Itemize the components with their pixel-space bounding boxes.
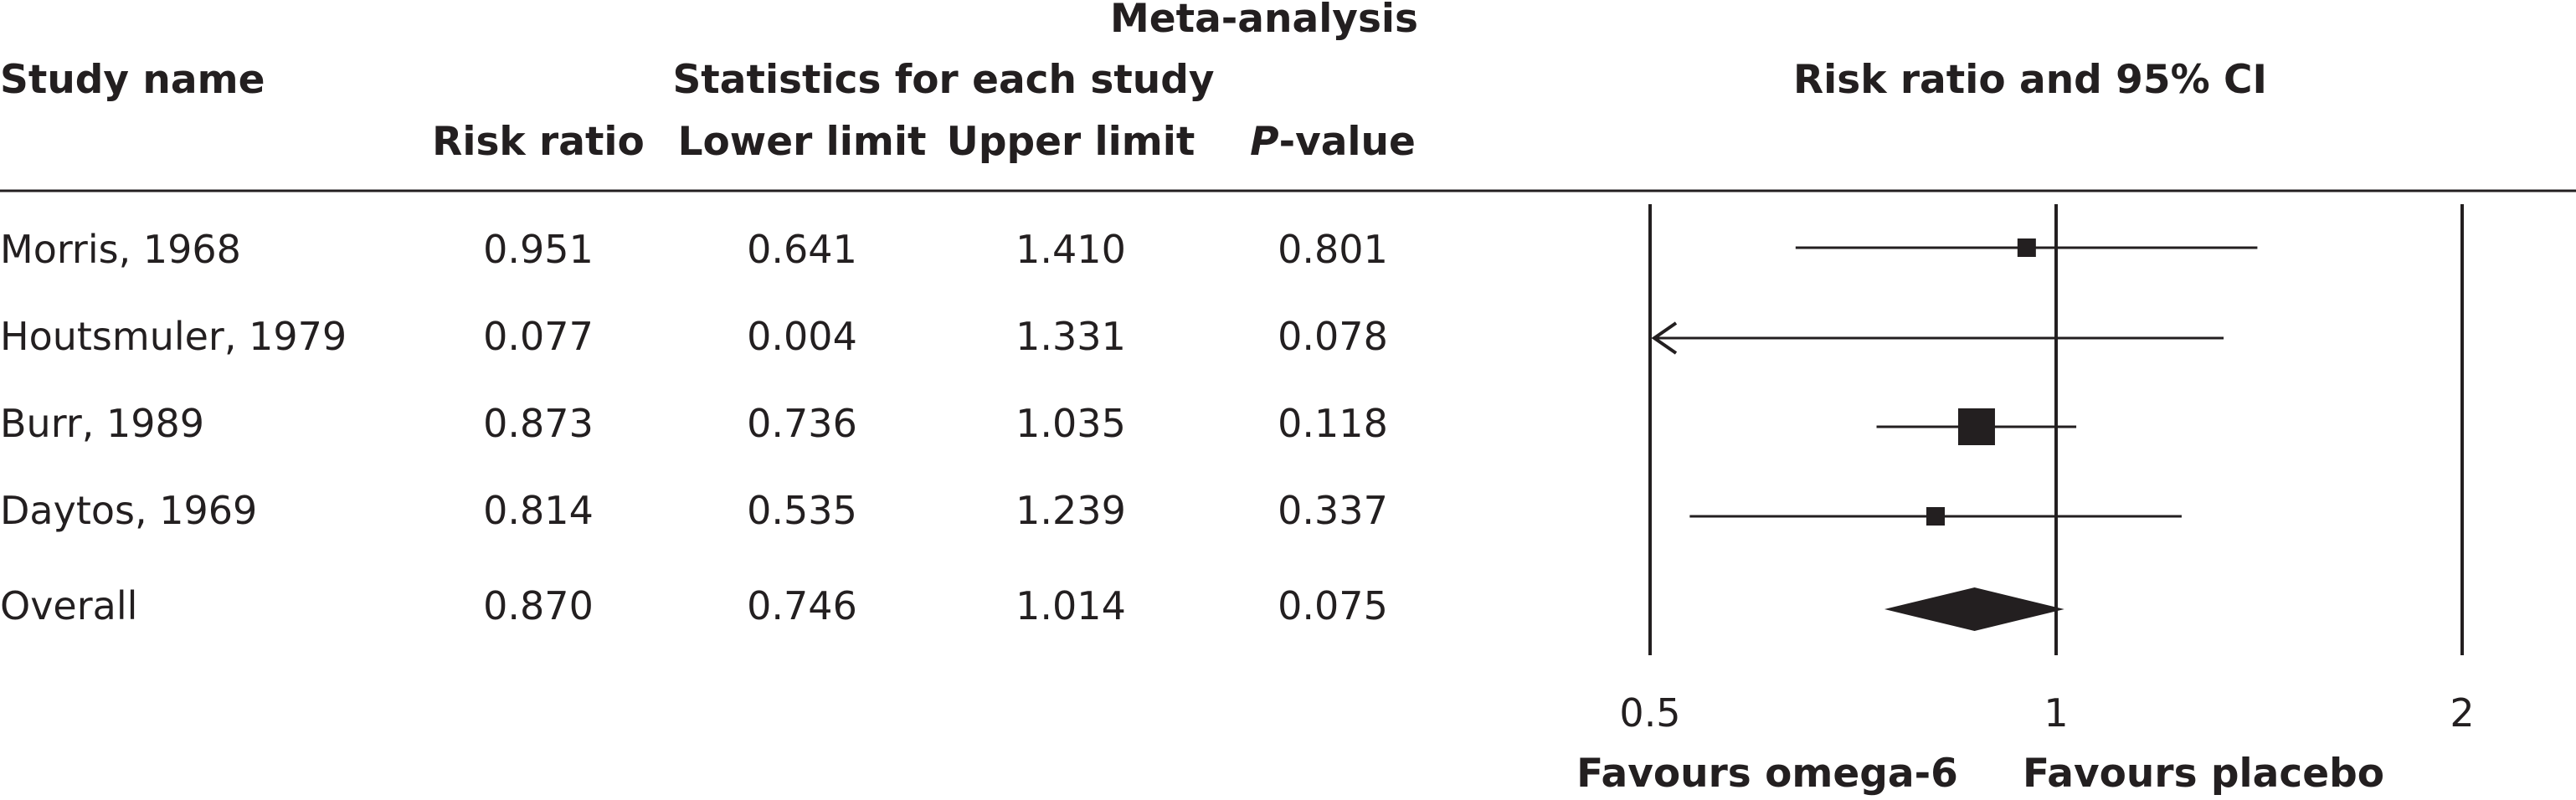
table-row-daytos: Daytos, 1969 0.814 0.535 1.239 0.337 bbox=[0, 488, 1388, 533]
study-name: Overall bbox=[0, 583, 137, 628]
upper-limit-value: 1.331 bbox=[1015, 314, 1126, 359]
risk-ratio-value: 0.814 bbox=[483, 488, 594, 533]
risk-ratio-value: 0.951 bbox=[483, 227, 594, 272]
upper-limit-value: 1.239 bbox=[1015, 488, 1126, 533]
x-tick-label: 2 bbox=[2450, 690, 2474, 736]
p-value: 0.337 bbox=[1278, 488, 1388, 533]
p-value-col-header: P-value bbox=[1250, 119, 1416, 165]
table-row-houtsmuler: Houtsmuler, 1979 0.077 0.004 1.331 0.078 bbox=[0, 314, 1388, 359]
table-row-burr: Burr, 1989 0.873 0.736 1.035 0.118 bbox=[0, 401, 1388, 446]
favours-left-label: Favours omega-6 bbox=[1576, 751, 1958, 797]
lower-limit-col-header: Lower limit bbox=[678, 119, 927, 165]
p-value-italic-p: P bbox=[1250, 119, 1278, 165]
risk-ratio-col-header: Risk ratio bbox=[432, 119, 645, 165]
lower-limit-value: 0.535 bbox=[747, 488, 857, 533]
study-name: Morris, 1968 bbox=[0, 227, 241, 272]
lower-limit-value: 0.004 bbox=[747, 314, 857, 359]
upper-limit-value: 1.035 bbox=[1015, 401, 1126, 446]
table-row-overall: Overall 0.870 0.746 1.014 0.075 bbox=[0, 583, 1388, 628]
risk-ratio-value: 0.873 bbox=[483, 401, 594, 446]
point-estimate-marker bbox=[1957, 408, 1995, 445]
favours-right-label: Favours placebo bbox=[2023, 751, 2384, 797]
upper-limit-value: 1.410 bbox=[1015, 227, 1126, 272]
forest-plot-area: 0.5 1 2 bbox=[1619, 204, 2475, 736]
lower-limit-value: 0.736 bbox=[747, 401, 857, 446]
overall-diamond bbox=[1884, 587, 2064, 631]
risk-ratio-value: 0.077 bbox=[483, 314, 594, 359]
study-name: Houtsmuler, 1979 bbox=[0, 314, 347, 359]
figure-title: Meta-analysis bbox=[1110, 0, 1418, 42]
p-value-suffix: -value bbox=[1279, 119, 1416, 165]
lower-limit-value: 0.746 bbox=[747, 583, 857, 628]
study-name: Burr, 1989 bbox=[0, 401, 204, 446]
table-row-morris: Morris, 1968 0.951 0.641 1.410 0.801 bbox=[0, 227, 1388, 272]
p-value: 0.078 bbox=[1278, 314, 1388, 359]
study-name: Daytos, 1969 bbox=[0, 488, 257, 533]
p-value: 0.801 bbox=[1278, 227, 1388, 272]
statistics-group-header: Statistics for each study bbox=[672, 57, 1214, 103]
x-tick-label: 0.5 bbox=[1619, 690, 1680, 736]
study-name-header: Study name bbox=[0, 57, 265, 103]
ci-arrow-left bbox=[1651, 321, 1678, 355]
risk-ratio-ci-header: Risk ratio and 95% CI bbox=[1793, 57, 2267, 103]
upper-limit-col-header: Upper limit bbox=[947, 119, 1195, 165]
p-value: 0.075 bbox=[1278, 583, 1388, 628]
risk-ratio-value: 0.870 bbox=[483, 583, 594, 628]
point-estimate-marker bbox=[1926, 507, 1946, 526]
x-tick-label: 1 bbox=[2044, 690, 2068, 736]
point-estimate-marker bbox=[2017, 238, 2036, 257]
lower-limit-value: 0.641 bbox=[747, 227, 857, 272]
upper-limit-value: 1.014 bbox=[1015, 583, 1126, 628]
p-value: 0.118 bbox=[1278, 401, 1388, 446]
